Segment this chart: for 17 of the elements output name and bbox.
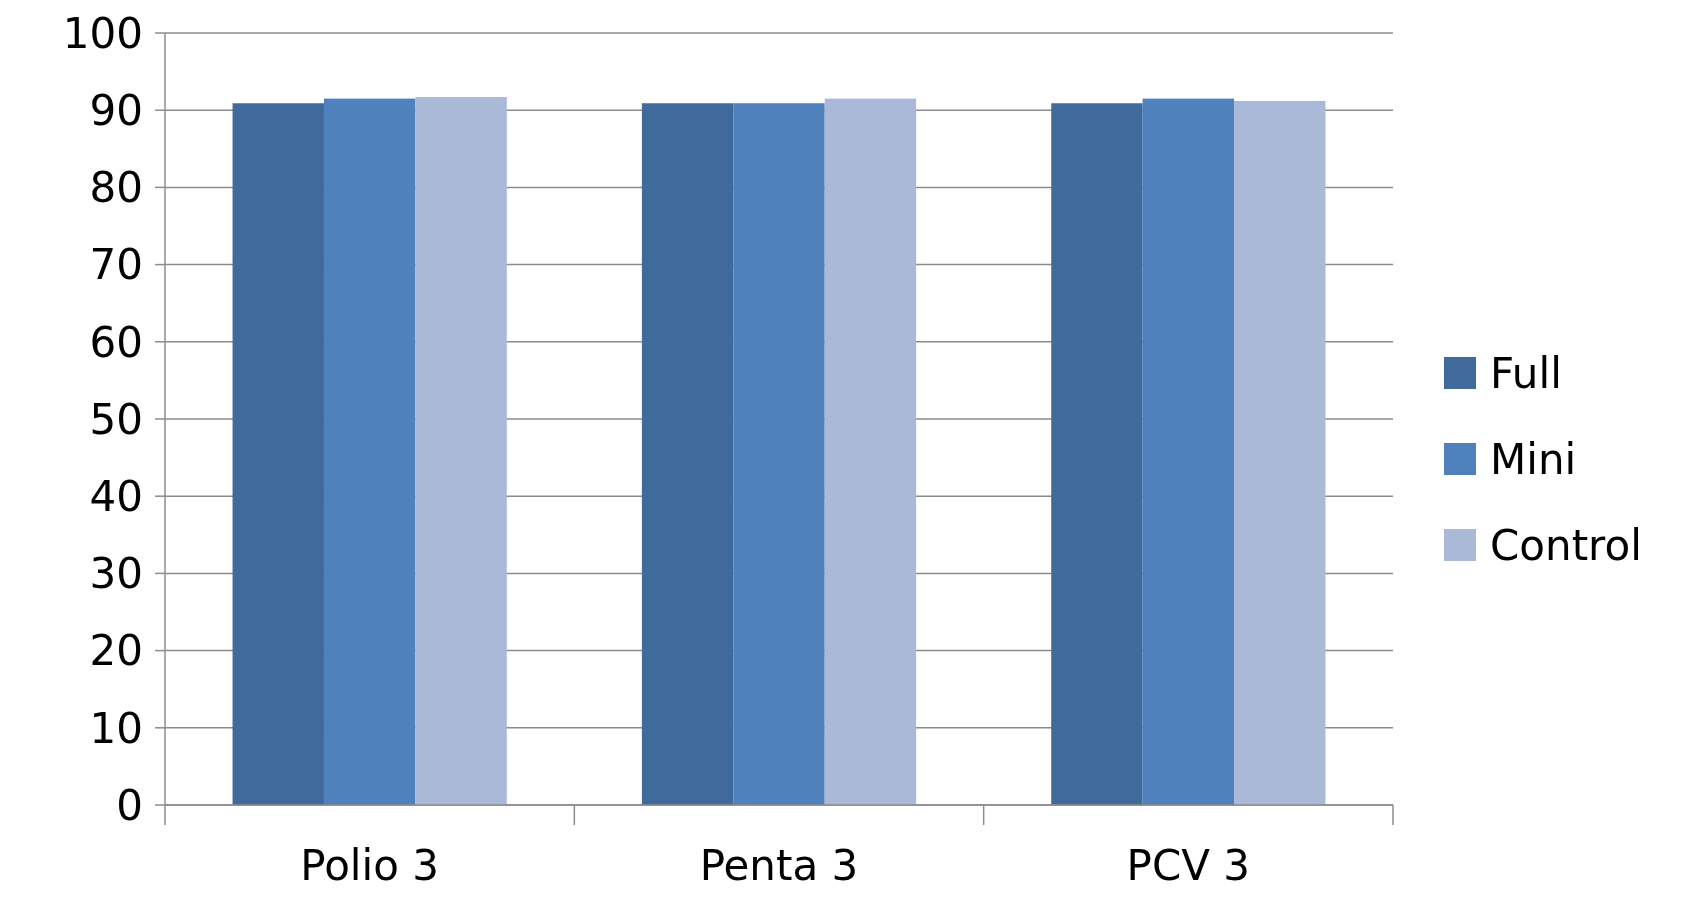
x-tick-label: PCV 3 (1126, 841, 1251, 890)
y-tick-label: 20 (89, 626, 143, 676)
y-tick-label: 10 (89, 703, 143, 753)
y-tick-label: 80 (89, 163, 143, 213)
y-tick-label: 40 (89, 471, 143, 521)
x-tick-label: Polio 3 (300, 841, 439, 890)
legend-label: Full (1490, 348, 1562, 398)
y-tick-label: 100 (62, 8, 143, 58)
y-tick-label: 70 (89, 240, 143, 290)
y-tick-label: 60 (89, 317, 143, 367)
y-tick-label: 30 (89, 549, 143, 599)
x-tick-label: Penta 3 (699, 841, 859, 890)
legend-label: Mini (1490, 434, 1577, 484)
y-tick-label: 50 (89, 394, 143, 444)
legend-label: Control (1490, 520, 1642, 570)
y-tick-label: 0 (116, 780, 143, 830)
y-tick-label: 90 (89, 85, 143, 135)
